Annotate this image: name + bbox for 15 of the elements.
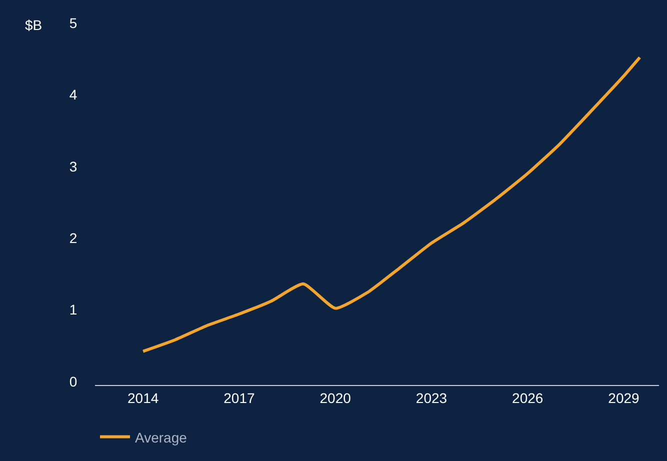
y-axis-title: $B (25, 17, 42, 33)
x-tick-label: 2017 (224, 390, 255, 406)
y-tick-label: 2 (69, 230, 78, 246)
x-tick-label: 2014 (127, 390, 159, 406)
x-tick-label: 2026 (512, 390, 544, 406)
y-tick-label: 4 (69, 86, 78, 103)
legend-label: Average (135, 429, 188, 446)
y-tick-label: 1 (69, 302, 78, 318)
y-tick-label: 5 (69, 14, 78, 31)
x-tick-label: 2029 (608, 390, 640, 406)
y-tick-label: 0 (69, 373, 78, 390)
x-tick-label: 2020 (320, 390, 352, 406)
line-series (142, 56, 642, 353)
y-tick-label: 3 (69, 158, 78, 174)
x-tick-label: 2023 (416, 390, 448, 406)
